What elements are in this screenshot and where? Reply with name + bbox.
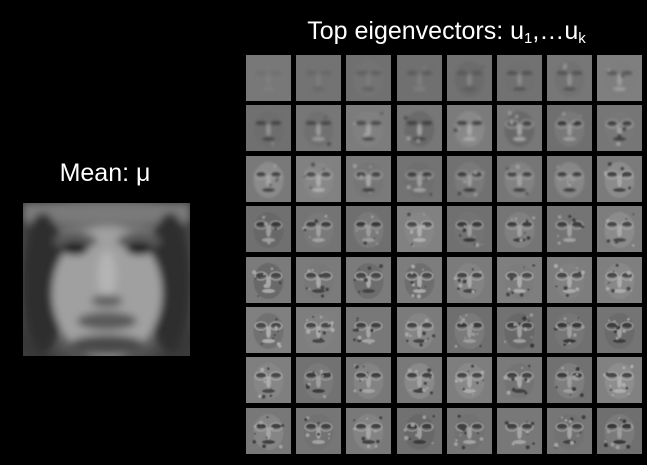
subscript-k: k — [578, 30, 586, 47]
eigenface-tile — [396, 206, 442, 253]
eigenface-tile — [246, 206, 291, 253]
eigenface-tile — [246, 55, 291, 101]
eigenface-tile — [597, 206, 643, 253]
eigenface-tile — [396, 55, 442, 101]
eigenface-tile — [597, 105, 643, 152]
eigenface-tile — [246, 307, 291, 353]
eigenface-tile — [497, 206, 542, 253]
eigenvectors-title: Top eigenvectors: u1,…uk — [246, 16, 647, 46]
eigenface-tile — [597, 155, 643, 202]
eigenface-tile — [497, 256, 542, 303]
eigenface-tile — [547, 55, 593, 101]
eigenface-tile — [547, 155, 593, 202]
mean-title: Mean: μ — [59, 159, 151, 187]
mean-face-image — [23, 203, 190, 356]
eigenface-tile — [396, 357, 442, 404]
eigenface-tile — [547, 307, 593, 353]
eigenface-tile — [346, 307, 392, 353]
eigenface-tile — [497, 55, 542, 101]
eigenface-tile — [396, 256, 442, 303]
eigenface-tile — [346, 55, 392, 101]
eigenface-tile — [346, 407, 392, 454]
eigenface-tile — [547, 105, 593, 152]
eigenface-tile — [497, 155, 542, 202]
eigenface-tile — [246, 155, 291, 202]
eigenface-tile — [396, 155, 442, 202]
eigenface-tile — [446, 407, 492, 454]
eigenface-tile — [246, 105, 291, 152]
eigenface-tile — [296, 105, 342, 152]
eigenface-tile — [346, 105, 392, 152]
eigenface-tile — [296, 206, 342, 253]
eigenvector-grid — [246, 55, 647, 465]
eigenface-tile — [446, 105, 492, 152]
eigenface-tile — [296, 407, 342, 454]
eigenface-tile — [296, 357, 342, 404]
eigenvectors-title-text: Top eigenvectors: u — [307, 17, 525, 45]
eigenface-tile — [597, 407, 643, 454]
eigenface-tile — [547, 256, 593, 303]
eigenface-tile — [346, 357, 392, 404]
eigenface-tile — [547, 206, 593, 253]
eigenface-tile — [246, 256, 291, 303]
eigenface-tile — [396, 307, 442, 353]
eigenface-tile — [497, 105, 542, 152]
eigenface-tile — [597, 307, 643, 353]
eigenface-tile — [396, 105, 442, 152]
eigenface-tile — [547, 407, 593, 454]
eigenface-tile — [446, 55, 492, 101]
eigenface-tile — [446, 357, 492, 404]
eigenface-tile — [446, 256, 492, 303]
eigenvectors-title-mid: ,…u — [532, 17, 579, 45]
eigenface-tile — [246, 407, 291, 454]
eigenface-tile — [446, 307, 492, 353]
eigenface-tile — [597, 357, 643, 404]
eigenface-tile — [547, 357, 593, 404]
eigenface-tile — [296, 256, 342, 303]
eigenface-tile — [246, 357, 291, 404]
eigenface-tile — [446, 155, 492, 202]
eigenface-tile — [497, 407, 542, 454]
eigenface-tile — [497, 357, 542, 404]
eigenface-tile — [296, 55, 342, 101]
eigenface-tile — [346, 155, 392, 202]
eigenface-tile — [597, 55, 643, 101]
subscript-1: 1 — [524, 30, 533, 47]
eigenface-tile — [497, 307, 542, 353]
eigenface-tile — [296, 307, 342, 353]
eigenface-tile — [346, 206, 392, 253]
eigenface-tile — [396, 407, 442, 454]
eigenface-tile — [446, 206, 492, 253]
eigenface-tile — [597, 256, 643, 303]
eigenface-tile — [346, 256, 392, 303]
eigenface-tile — [296, 155, 342, 202]
